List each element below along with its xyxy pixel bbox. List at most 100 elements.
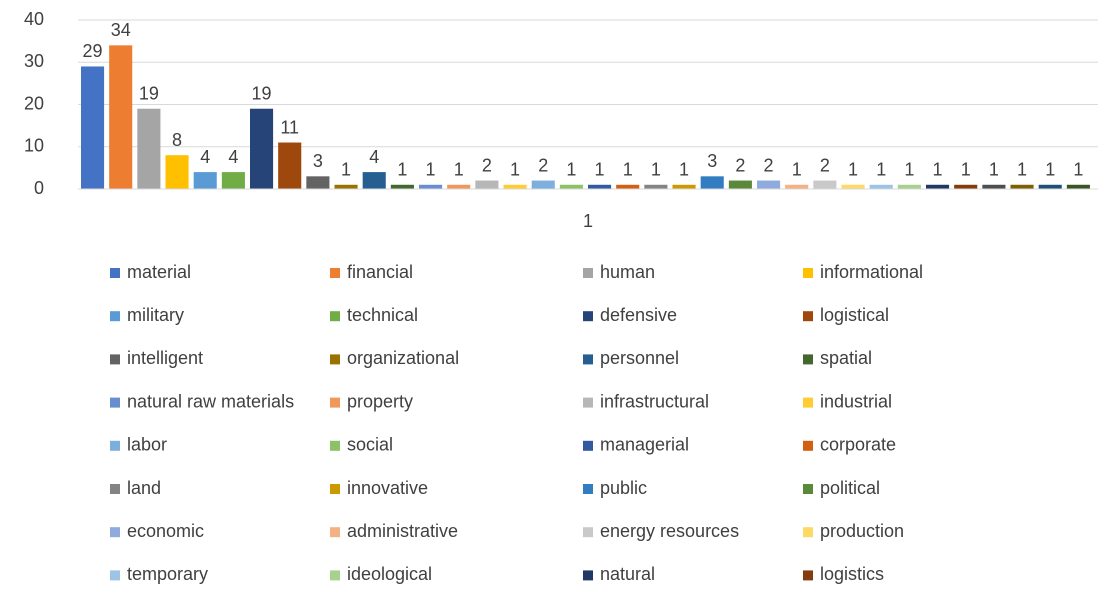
bar bbox=[531, 180, 555, 189]
legend-swatch bbox=[803, 354, 813, 365]
legend-swatch bbox=[803, 484, 813, 494]
legend-swatch bbox=[803, 397, 813, 408]
bar bbox=[250, 108, 274, 189]
legend-swatch bbox=[110, 570, 120, 581]
bar bbox=[193, 172, 217, 189]
x-tick-label: 1 bbox=[583, 211, 593, 231]
bar bbox=[503, 184, 527, 189]
legend-label: corporate bbox=[820, 435, 896, 455]
legend-swatch bbox=[583, 440, 593, 451]
data-label: 1 bbox=[397, 160, 407, 180]
bar bbox=[954, 184, 978, 189]
data-label: 1 bbox=[595, 160, 605, 180]
legend-label: logistics bbox=[820, 564, 884, 584]
legend-label: human bbox=[600, 262, 655, 282]
data-label: 34 bbox=[111, 20, 131, 40]
legend-label: temporary bbox=[127, 564, 208, 584]
data-label: 1 bbox=[933, 160, 943, 180]
legend-swatch bbox=[110, 484, 120, 494]
bar bbox=[559, 184, 583, 189]
legend-label: ideological bbox=[347, 564, 432, 584]
legend-swatch bbox=[583, 311, 593, 322]
bar bbox=[813, 180, 837, 189]
legend-swatch bbox=[803, 527, 813, 538]
bar bbox=[137, 108, 161, 189]
bar bbox=[982, 184, 1006, 189]
bar bbox=[616, 184, 640, 189]
legend-swatch bbox=[803, 440, 813, 451]
bar bbox=[1038, 184, 1062, 189]
legend-label: economic bbox=[127, 521, 204, 541]
bar bbox=[757, 180, 781, 189]
y-tick-label: 20 bbox=[24, 93, 44, 113]
data-label: 4 bbox=[228, 147, 238, 167]
legend-swatch bbox=[110, 268, 120, 278]
y-tick-label: 40 bbox=[24, 9, 44, 29]
legend-swatch bbox=[110, 354, 120, 365]
legend-label: defensive bbox=[600, 305, 677, 325]
bar bbox=[785, 184, 809, 189]
legend-label: logistical bbox=[820, 305, 889, 325]
bar bbox=[700, 176, 724, 189]
legend-swatch bbox=[110, 440, 120, 451]
data-label: 1 bbox=[454, 160, 464, 180]
legend-swatch bbox=[583, 397, 593, 408]
data-label: 3 bbox=[313, 151, 323, 171]
bar bbox=[221, 172, 245, 189]
data-label: 1 bbox=[623, 160, 633, 180]
bar bbox=[278, 142, 302, 189]
legend-label: property bbox=[347, 391, 413, 411]
data-label: 1 bbox=[989, 160, 999, 180]
bar bbox=[869, 184, 893, 189]
legend-swatch bbox=[583, 570, 593, 581]
data-label: 1 bbox=[876, 160, 886, 180]
data-label: 1 bbox=[1017, 160, 1027, 180]
bar bbox=[926, 184, 950, 189]
legend-swatch bbox=[330, 354, 340, 365]
bar bbox=[1066, 184, 1090, 189]
bar bbox=[362, 172, 386, 189]
data-label: 2 bbox=[482, 155, 492, 175]
legend-swatch bbox=[330, 440, 340, 451]
legend-swatch bbox=[803, 311, 813, 322]
data-label: 3 bbox=[707, 151, 717, 171]
data-label: 1 bbox=[426, 160, 436, 180]
data-label: 2 bbox=[764, 155, 774, 175]
data-label: 1 bbox=[848, 160, 858, 180]
bar bbox=[728, 180, 752, 189]
bar bbox=[81, 66, 105, 189]
bar bbox=[672, 184, 696, 189]
data-label: 8 bbox=[172, 130, 182, 150]
bar bbox=[306, 176, 330, 189]
legend-label: personnel bbox=[600, 348, 679, 368]
legend-swatch bbox=[583, 527, 593, 538]
data-label: 1 bbox=[904, 160, 914, 180]
bar bbox=[588, 184, 612, 189]
legend-label: energy resources bbox=[600, 521, 739, 541]
legend-swatch bbox=[583, 484, 593, 494]
data-label: 1 bbox=[792, 160, 802, 180]
legend-swatch bbox=[330, 484, 340, 494]
legend-label: technical bbox=[347, 305, 418, 325]
data-label: 1 bbox=[566, 160, 576, 180]
legend-swatch bbox=[330, 397, 340, 408]
legend-label: land bbox=[127, 478, 161, 498]
legend-swatch bbox=[330, 570, 340, 581]
legend-swatch bbox=[330, 527, 340, 538]
bar bbox=[1010, 184, 1034, 189]
data-label: 1 bbox=[341, 160, 351, 180]
legend-label: industrial bbox=[820, 391, 892, 411]
legend-label: material bbox=[127, 262, 191, 282]
legend-swatch bbox=[583, 268, 593, 278]
legend-label: spatial bbox=[820, 348, 872, 368]
legend-label: public bbox=[600, 478, 647, 498]
bar bbox=[644, 184, 668, 189]
legend-label: political bbox=[820, 478, 880, 498]
legend-swatch bbox=[110, 527, 120, 538]
legend-label: financial bbox=[347, 262, 413, 282]
data-label: 1 bbox=[651, 160, 661, 180]
data-label: 4 bbox=[200, 147, 210, 167]
data-label: 1 bbox=[679, 160, 689, 180]
data-label: 1 bbox=[961, 160, 971, 180]
